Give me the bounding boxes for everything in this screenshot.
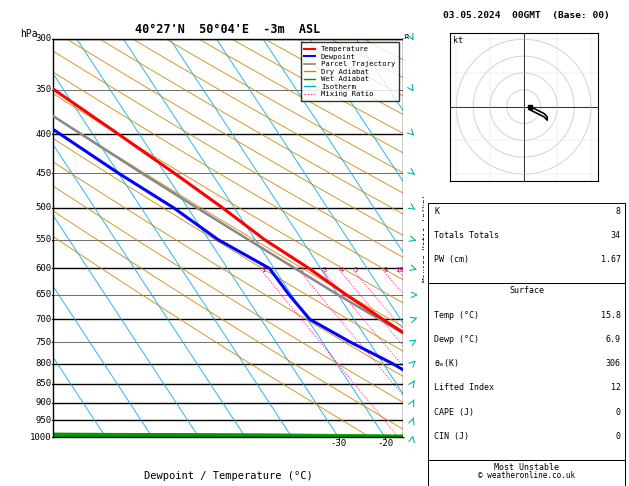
Title: 40°27'N  50°04'E  -3m  ASL: 40°27'N 50°04'E -3m ASL <box>135 23 321 36</box>
Text: 0: 0 <box>616 432 621 441</box>
Text: 2: 2 <box>299 267 303 273</box>
Text: -10: -10 <box>423 439 440 449</box>
Text: Totals Totals: Totals Totals <box>434 231 499 240</box>
Text: 650: 650 <box>36 290 52 299</box>
Text: 20: 20 <box>566 439 577 449</box>
Text: 350: 350 <box>36 86 52 94</box>
Text: LCL: LCL <box>404 387 418 396</box>
Text: Lifted Index: Lifted Index <box>434 383 494 393</box>
Text: 1.67: 1.67 <box>601 255 621 264</box>
Text: 4: 4 <box>340 267 344 273</box>
Text: 550: 550 <box>36 235 52 244</box>
Text: -30: -30 <box>330 439 347 449</box>
Text: 950: 950 <box>36 416 52 425</box>
Text: 34: 34 <box>611 231 621 240</box>
Text: 15.8: 15.8 <box>601 311 621 320</box>
Text: -20: -20 <box>377 439 393 449</box>
Text: km
ASL: km ASL <box>406 39 422 58</box>
Text: 400: 400 <box>36 130 52 139</box>
Text: 306: 306 <box>606 359 621 368</box>
Text: CAPE (J): CAPE (J) <box>434 408 474 417</box>
Text: 2: 2 <box>403 359 409 368</box>
Text: 0: 0 <box>476 439 481 449</box>
Text: 750: 750 <box>36 338 52 347</box>
Legend: Temperature, Dewpoint, Parcel Trajectory, Dry Adiabat, Wet Adiabat, Isotherm, Mi: Temperature, Dewpoint, Parcel Trajectory… <box>301 42 399 101</box>
Text: kt: kt <box>453 35 463 45</box>
Text: 900: 900 <box>36 398 52 407</box>
Text: 700: 700 <box>36 315 52 324</box>
Text: 8: 8 <box>403 35 409 43</box>
Text: 0: 0 <box>616 408 621 417</box>
Text: 10: 10 <box>396 267 404 273</box>
FancyBboxPatch shape <box>428 283 625 460</box>
Text: 3: 3 <box>322 267 326 273</box>
Text: 3: 3 <box>403 315 409 324</box>
Text: 300: 300 <box>36 35 52 43</box>
FancyBboxPatch shape <box>428 460 625 486</box>
Text: CIN (J): CIN (J) <box>434 432 469 441</box>
Text: 12: 12 <box>611 383 621 393</box>
Text: 6: 6 <box>403 204 409 212</box>
Text: Mixing Ratio (g/kg): Mixing Ratio (g/kg) <box>423 194 431 282</box>
Text: Temp (°C): Temp (°C) <box>434 311 479 320</box>
Text: 850: 850 <box>36 379 52 388</box>
Text: 500: 500 <box>36 204 52 212</box>
Text: Surface: Surface <box>509 286 544 295</box>
Text: 800: 800 <box>36 359 52 368</box>
Text: 1: 1 <box>403 387 409 396</box>
Text: 8: 8 <box>616 207 621 216</box>
Text: θₑ(K): θₑ(K) <box>434 359 459 368</box>
Text: 1: 1 <box>261 267 265 273</box>
Text: hPa: hPa <box>20 29 38 39</box>
Text: Dewpoint / Temperature (°C): Dewpoint / Temperature (°C) <box>143 471 313 481</box>
Text: Most Unstable: Most Unstable <box>494 463 559 472</box>
Text: 5: 5 <box>353 267 357 273</box>
Text: PW (cm): PW (cm) <box>434 255 469 264</box>
Text: 10: 10 <box>520 439 530 449</box>
Text: 30: 30 <box>613 439 623 449</box>
Text: Dewp (°C): Dewp (°C) <box>434 335 479 344</box>
Text: 8: 8 <box>383 267 387 273</box>
Text: © weatheronline.co.uk: © weatheronline.co.uk <box>478 471 575 480</box>
FancyBboxPatch shape <box>428 203 625 283</box>
Text: 6.9: 6.9 <box>606 335 621 344</box>
Text: 7: 7 <box>403 130 409 139</box>
Text: K: K <box>434 207 439 216</box>
Text: 1000: 1000 <box>30 433 52 442</box>
Text: 450: 450 <box>36 169 52 177</box>
Text: 4: 4 <box>403 264 409 273</box>
Text: 03.05.2024  00GMT  (Base: 00): 03.05.2024 00GMT (Base: 00) <box>443 11 610 20</box>
Text: 600: 600 <box>36 264 52 273</box>
